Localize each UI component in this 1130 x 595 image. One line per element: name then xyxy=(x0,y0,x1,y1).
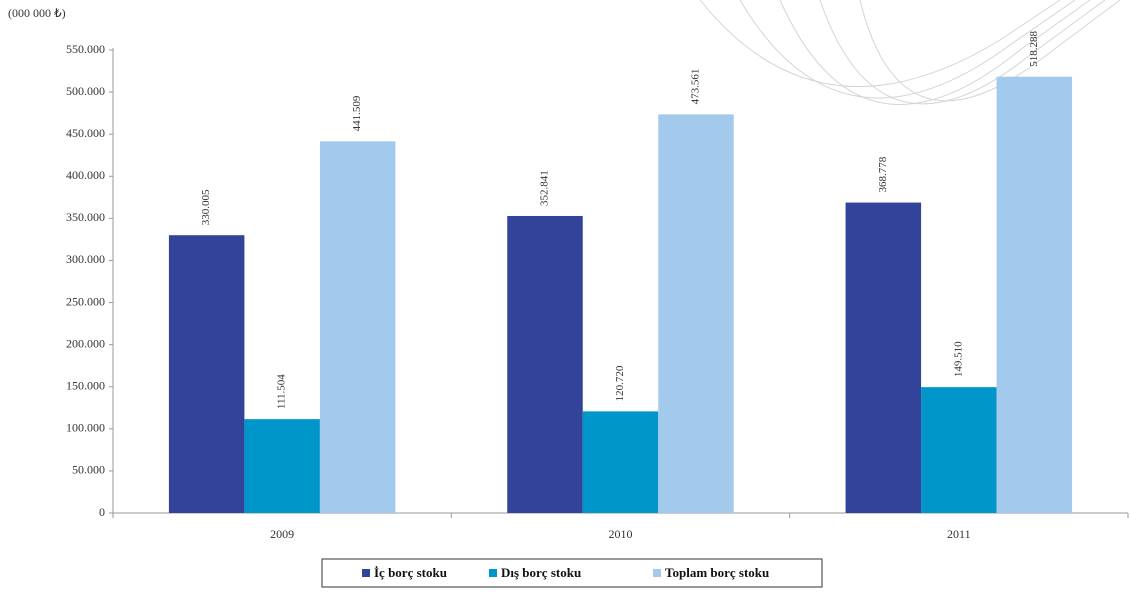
bar xyxy=(996,76,1073,513)
legend-box xyxy=(321,558,823,588)
y-tick-label: 350.000 xyxy=(66,210,105,224)
value-label: 441.509 xyxy=(351,95,363,131)
x-tick-label: 2011 xyxy=(947,527,971,541)
bar xyxy=(921,387,997,513)
value-label: 330.005 xyxy=(200,189,212,225)
y-tick-label: 550.000 xyxy=(66,42,105,56)
y-tick-label: 500.000 xyxy=(66,84,105,98)
legend-marker xyxy=(489,569,497,577)
x-tick-label: 2009 xyxy=(270,527,294,541)
legend-marker xyxy=(362,569,370,577)
bar xyxy=(582,411,659,513)
bar xyxy=(244,419,320,513)
legend-text: Dış borç stoku xyxy=(501,565,581,580)
legend-marker xyxy=(653,569,661,577)
legend-text: Toplam borç stoku xyxy=(665,565,769,580)
legend-text: İç borç stoku xyxy=(374,565,447,580)
value-label: 111.504 xyxy=(276,374,288,409)
value-label: 368.778 xyxy=(877,156,889,192)
y-tick-label: 150.000 xyxy=(66,378,105,392)
bar xyxy=(168,235,245,513)
bar xyxy=(319,141,396,513)
y-tick-label: 100.000 xyxy=(66,421,105,435)
decoration xyxy=(699,0,1121,106)
bar xyxy=(507,215,583,513)
x-tick-label: 2010 xyxy=(609,527,633,541)
y-tick-label: 300.000 xyxy=(66,252,105,266)
y-tick-label: 450.000 xyxy=(66,126,105,140)
y-tick-label: 50.000 xyxy=(72,463,105,477)
bar xyxy=(658,114,734,513)
value-label: 518.288 xyxy=(1028,30,1040,66)
value-label: 473.561 xyxy=(690,69,702,105)
value-label: 120.720 xyxy=(614,365,626,401)
bar xyxy=(845,202,922,513)
y-tick-label: 200.000 xyxy=(66,336,105,350)
y-tick-label: 250.000 xyxy=(66,294,105,308)
value-label: 149.510 xyxy=(952,341,964,377)
y-tick-label: 400.000 xyxy=(66,168,105,182)
value-label: 352.841 xyxy=(539,170,551,206)
y-axis-label: (000 000 ₺) xyxy=(8,6,66,20)
y-tick-label: 0 xyxy=(99,505,105,519)
